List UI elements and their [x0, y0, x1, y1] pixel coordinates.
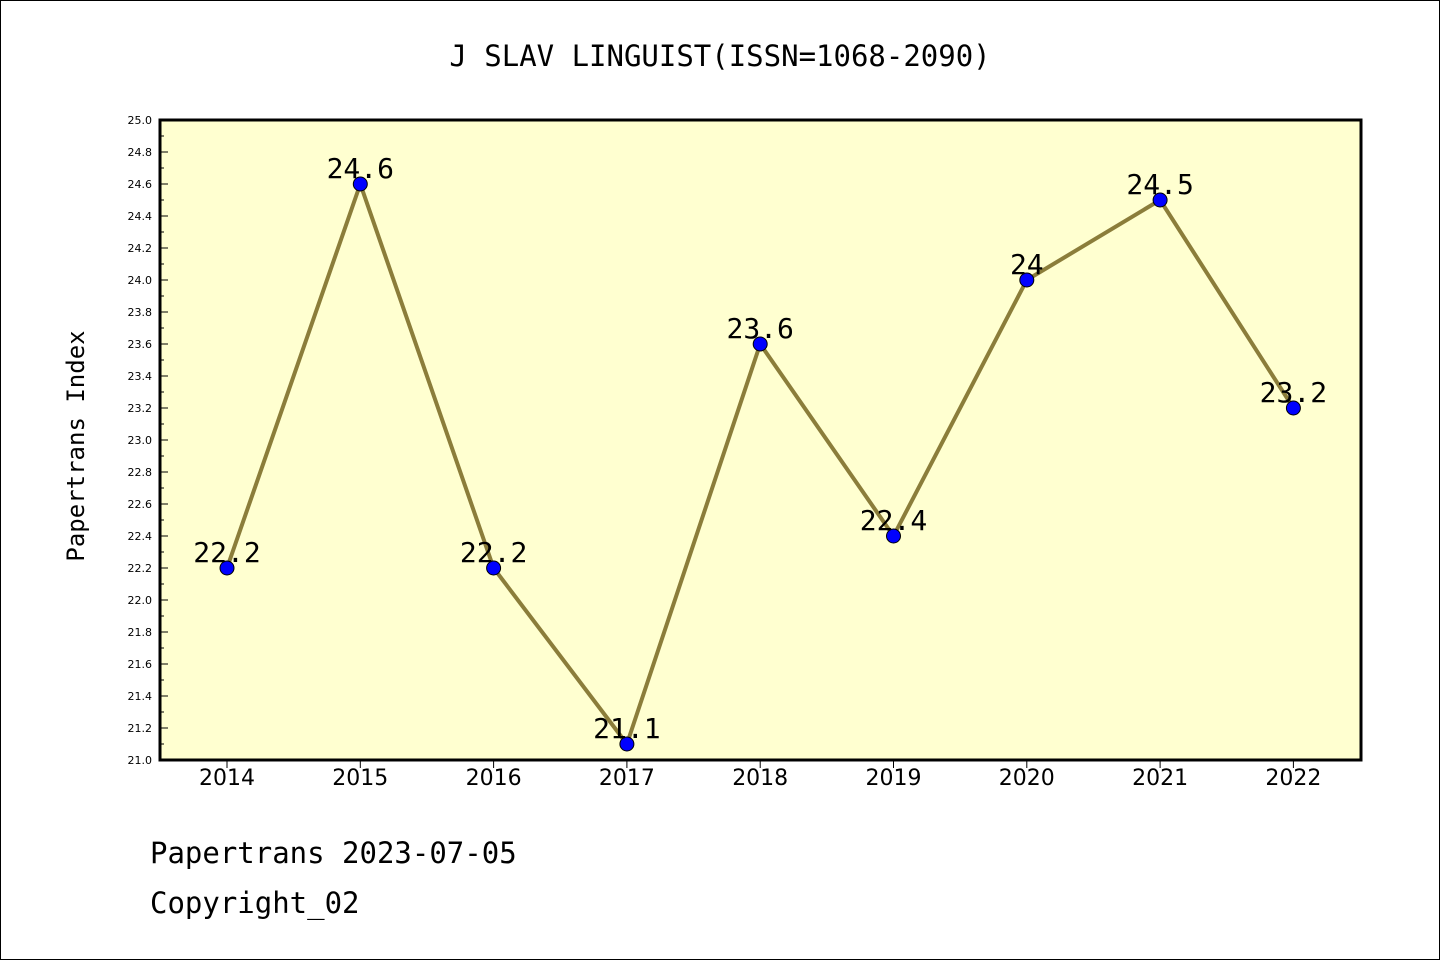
y-tick-label: 22.6 [128, 498, 153, 511]
footer-copyright: Copyright_02 [150, 886, 360, 920]
y-tick-label: 21.2 [128, 722, 153, 735]
data-label: 21.1 [593, 712, 660, 745]
data-label: 22.2 [193, 536, 260, 569]
y-tick-label: 21.8 [128, 626, 153, 639]
data-point [219, 560, 235, 576]
y-tick-label: 21.6 [128, 658, 153, 671]
x-tick-label: 2022 [1265, 766, 1321, 791]
x-tick-label: 2015 [332, 766, 388, 791]
x-tick-label: 2019 [866, 766, 922, 791]
data-point [486, 560, 502, 576]
data-point [352, 176, 368, 192]
data-point [752, 336, 768, 352]
x-tick-label: 2016 [466, 766, 522, 791]
y-axis-label: Papertrans Index [62, 330, 90, 561]
data-label: 24 [1010, 248, 1044, 281]
y-tick-label: 24.8 [128, 146, 153, 159]
data-label: 23.2 [1260, 376, 1327, 409]
data-label: 22.2 [460, 536, 527, 569]
x-tick-label: 2020 [999, 766, 1055, 791]
y-tick-label: 24.2 [128, 242, 153, 255]
y-tick-label: 23.4 [128, 370, 153, 383]
x-tick-label: 2021 [1132, 766, 1188, 791]
plot-area: 21.0 21.2 21.4 21.6 21.8 22.0 22.2 22.4 22.6 22.8… [128, 114, 1363, 791]
y-tick-label: 23.8 [128, 306, 153, 319]
data-label: 24.5 [1126, 168, 1193, 201]
y-tick-label: 22.8 [128, 466, 153, 479]
data-point [1285, 400, 1301, 416]
data-point [619, 736, 635, 752]
y-tick-label: 23.2 [128, 402, 153, 415]
data-label: 22.4 [860, 504, 927, 537]
data-label: 23.6 [726, 312, 793, 345]
footer-date: Papertrans 2023-07-05 [150, 836, 517, 870]
y-tick-label: 22.2 [128, 562, 153, 575]
data-point [886, 528, 901, 544]
plot-border [158, 118, 1363, 762]
y-tick-label: 23.6 [128, 338, 153, 351]
data-point [1152, 192, 1168, 208]
y-tick-label: 22.4 [128, 530, 153, 543]
y-tick-label: 21.0 [128, 754, 153, 767]
chart-title: J SLAV LINGUIST(ISSN=1068-2090) [449, 39, 990, 73]
data-point [1019, 272, 1035, 288]
y-tick-label: 24.6 [128, 178, 153, 191]
y-tick-label: 22.0 [128, 594, 153, 607]
y-tick-label: 24.4 [128, 210, 153, 223]
y-tick-label: 21.4 [128, 690, 153, 703]
x-tick-label: 2017 [599, 766, 655, 791]
y-tick-label: 25.0 [128, 114, 153, 127]
x-tick-label: 2014 [199, 766, 255, 791]
plot-background [160, 120, 1361, 760]
x-tick-label: 2018 [732, 766, 788, 791]
y-tick-label: 23.0 [128, 434, 153, 447]
data-label: 24.6 [327, 152, 394, 185]
y-tick-label: 24.0 [128, 274, 153, 287]
